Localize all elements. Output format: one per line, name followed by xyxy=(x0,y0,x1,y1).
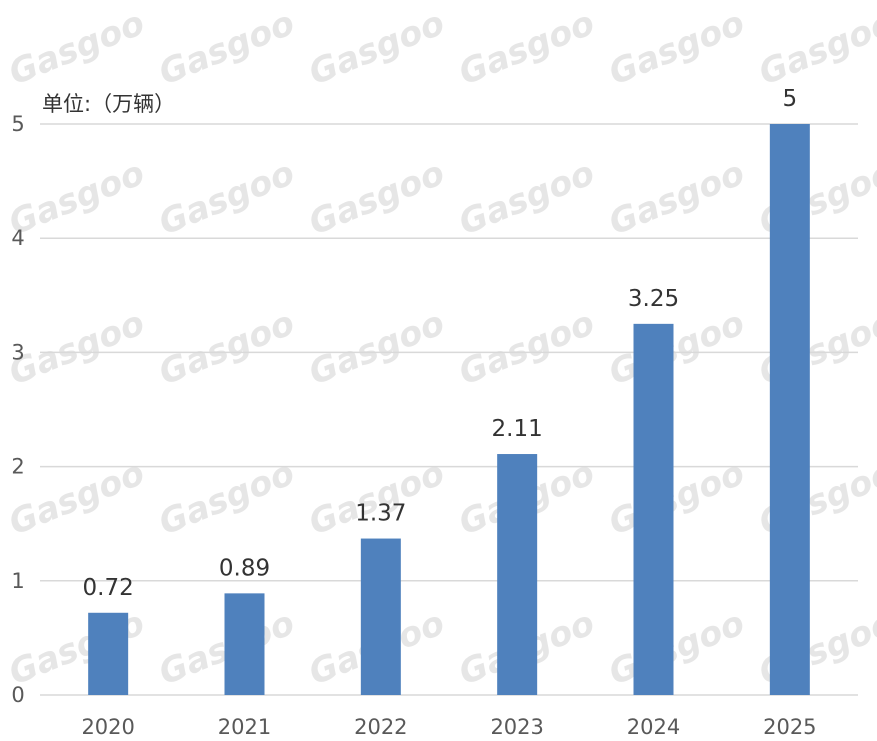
unit-label: 单位:（万辆） xyxy=(42,92,176,116)
data-labels: 0.72 0.89 1.37 2.11 3.25 5 xyxy=(83,86,798,601)
watermark-text: Gasgoo xyxy=(153,153,300,243)
bar-2021 xyxy=(224,593,265,695)
x-tick-label: 2025 xyxy=(763,715,816,739)
x-tick-label: 2021 xyxy=(218,715,271,739)
y-tick-label: 4 xyxy=(11,226,24,250)
x-tick-label: 2023 xyxy=(490,715,543,739)
x-tick-label: 2022 xyxy=(354,715,407,739)
bar-2023 xyxy=(497,454,538,695)
x-tick-label: 2020 xyxy=(81,715,134,739)
watermark-text: Gasgoo xyxy=(303,3,450,93)
watermark-layer: Gasgoo Gasgoo Gasgoo Gasgoo Gasgoo GasgooGasg… xyxy=(3,3,877,693)
data-label-2022: 1.37 xyxy=(355,501,406,527)
bars xyxy=(88,124,810,695)
bar-2022 xyxy=(360,538,401,695)
x-axis-ticks: 2020 2021 2022 2023 2024 2025 xyxy=(81,715,816,739)
data-label-2023: 2.11 xyxy=(492,416,543,442)
bar-2024 xyxy=(633,323,674,695)
data-label-2021: 0.89 xyxy=(219,555,270,581)
y-tick-label: 3 xyxy=(11,340,24,364)
watermark-text: Gasgoo xyxy=(753,3,877,93)
watermark-text: Gasgoo xyxy=(303,153,450,243)
watermark-text: Gasgoo xyxy=(603,303,750,393)
watermark-text: Gasgoo xyxy=(453,303,600,393)
bar-2020 xyxy=(88,612,129,695)
data-label-2020: 0.72 xyxy=(83,575,134,601)
data-label-2025: 5 xyxy=(783,86,798,112)
x-tick-label: 2024 xyxy=(627,715,680,739)
y-tick-label: 5 xyxy=(11,112,24,136)
gridlines xyxy=(40,123,858,696)
watermark-text: Gasgoo xyxy=(153,303,300,393)
data-label-2024: 3.25 xyxy=(628,286,679,312)
y-tick-label: 2 xyxy=(11,455,24,479)
y-tick-label: 1 xyxy=(11,569,24,593)
watermark-text: Gasgoo xyxy=(453,153,600,243)
watermark-text: Gasgoo xyxy=(603,3,750,93)
watermark-text: Gasgoo xyxy=(153,3,300,93)
watermark-text: Gasgoo xyxy=(453,3,600,93)
watermark-text: Gasgoo xyxy=(603,153,750,243)
watermark-text: Gasgoo xyxy=(3,303,150,393)
watermark-text: Gasgoo xyxy=(3,3,150,93)
bar-2025 xyxy=(769,124,810,695)
watermark-text: Gasgoo xyxy=(603,603,750,693)
y-tick-label: 0 xyxy=(11,683,24,707)
y-axis-ticks: 0 1 2 3 4 5 xyxy=(11,112,24,707)
watermark-text: Gasgoo xyxy=(303,303,450,393)
watermark-text: Gasgoo xyxy=(3,153,150,243)
